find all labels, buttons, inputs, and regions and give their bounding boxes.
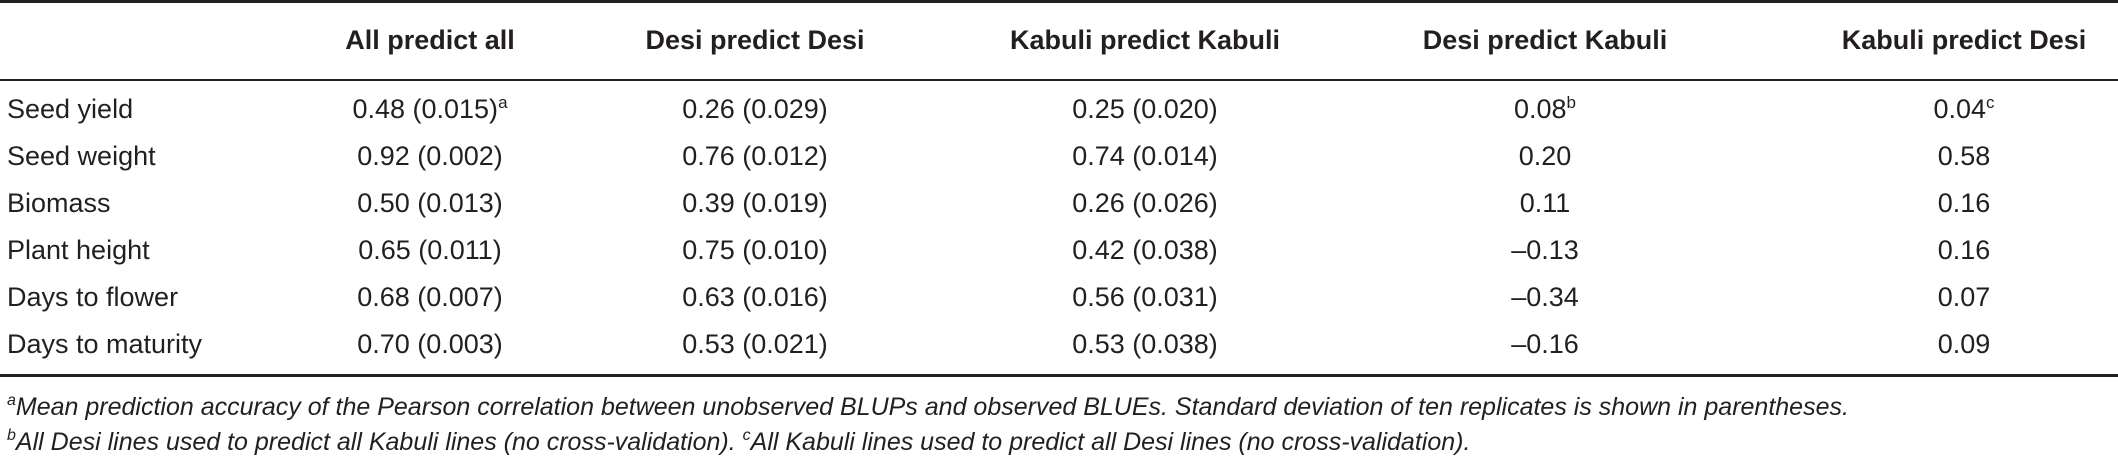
table-cell: 0.04c (1750, 80, 2118, 133)
table-cell: 0.11 (1519, 188, 1571, 218)
trait-label: Seed weight (7, 141, 156, 171)
table-cell: 0.25 (0.020) (1072, 94, 1218, 124)
table-cell: –0.16 (1511, 329, 1579, 359)
footnote-mark: c (1986, 93, 1995, 112)
trait-label: Days to flower (7, 282, 179, 312)
footnote-text: Mean prediction accuracy of the Pearson … (15, 393, 1849, 421)
header-rule (0, 79, 2118, 81)
table-cell: 0.09 (1937, 329, 1991, 359)
table-cell: 0.20 (1518, 141, 1572, 171)
trait-label: Biomass (7, 188, 111, 218)
table-cell: –0.13 (1511, 235, 1579, 265)
footnote-bc: bAll Desi lines used to predict all Kabu… (7, 425, 2107, 460)
table-cell: 0.42 (0.038) (1072, 235, 1218, 265)
table-cell: 0.08b (1340, 80, 1750, 133)
table-cell: 0.74 (0.014) (1072, 141, 1218, 171)
table-cell: 0.39 (0.019) (682, 188, 828, 218)
table-cell: 0.65 (0.011) (358, 235, 502, 265)
table-row: Seed weight 0.92 (0.002) 0.76 (0.012) 0.… (0, 133, 2118, 180)
table-cell: –0.34 (1511, 282, 1579, 312)
bottom-rule (0, 374, 2118, 377)
header-desi-predict-desi: Desi predict Desi (645, 24, 865, 55)
table-cell: 0.53 (0.021) (682, 329, 828, 359)
footnote-text: All Desi lines used to predict all Kabul… (15, 428, 743, 456)
table-cell: 0.16 (1937, 188, 1991, 218)
table-cell: 0.58 (1937, 141, 1991, 171)
table-row: Days to maturity 0.70 (0.003) 0.53 (0.02… (0, 321, 2118, 368)
footnote-a: aMean prediction accuracy of the Pearson… (7, 390, 2107, 425)
table-cell: 0.50 (0.013) (357, 188, 503, 218)
footnote-mark: c (742, 427, 751, 444)
footnote-mark: b (7, 427, 16, 444)
table-row: Days to flower 0.68 (0.007) 0.63 (0.016)… (0, 274, 2118, 321)
table-cell: 0.56 (0.031) (1072, 282, 1218, 312)
header-corner (0, 0, 300, 80)
table-cell: 0.70 (0.003) (357, 329, 503, 359)
table-cell: 0.26 (0.026) (1072, 188, 1218, 218)
table-cell: 0.16 (1937, 235, 1991, 265)
table-cell: 0.68 (0.007) (357, 282, 503, 312)
footnote-mark: b (1566, 93, 1577, 112)
table-row: Plant height 0.65 (0.011) 0.75 (0.010) 0… (0, 227, 2118, 274)
table-cell: 0.76 (0.012) (682, 141, 828, 171)
cell-value: 0.08 (1513, 94, 1567, 124)
top-rule (0, 0, 2118, 3)
header-kabuli-predict-desi: Kabuli predict Desi (1841, 24, 2087, 55)
header-all-predict-all: All predict all (345, 24, 515, 55)
table-footnotes: aMean prediction accuracy of the Pearson… (7, 390, 2107, 460)
table-cell: 0.26 (0.029) (682, 94, 828, 124)
footnote-mark: a (498, 93, 508, 112)
header-row: All predict all Desi predict Desi Kabuli… (0, 0, 2118, 80)
header-kabuli-predict-kabuli: Kabuli predict Kabuli (1009, 24, 1281, 55)
table-cell: 0.48 (0.015)a (300, 80, 560, 133)
cell-value: 0.48 (0.015) (352, 94, 499, 124)
table-cell: 0.07 (1937, 282, 1991, 312)
table-cell: 0.53 (0.038) (1072, 329, 1218, 359)
header-desi-predict-kabuli: Desi predict Kabuli (1422, 24, 1668, 55)
trait-label: Seed yield (7, 94, 134, 124)
table-row: Seed yield 0.48 (0.015)a 0.26 (0.029) 0.… (0, 80, 2118, 133)
trait-label: Days to maturity (7, 329, 203, 359)
table-cell: 0.63 (0.016) (682, 282, 828, 312)
table-cell: 0.92 (0.002) (357, 141, 503, 171)
table-cell: 0.75 (0.010) (682, 235, 828, 265)
footnote-mark: a (7, 392, 16, 409)
cell-value: 0.04 (1933, 94, 1987, 124)
table-row: Biomass 0.50 (0.013) 0.39 (0.019) 0.26 (… (0, 180, 2118, 227)
prediction-accuracy-table: All predict all Desi predict Desi Kabuli… (0, 0, 2118, 368)
footnote-text: All Kabuli lines used to predict all Des… (750, 428, 1471, 456)
trait-label: Plant height (7, 235, 150, 265)
